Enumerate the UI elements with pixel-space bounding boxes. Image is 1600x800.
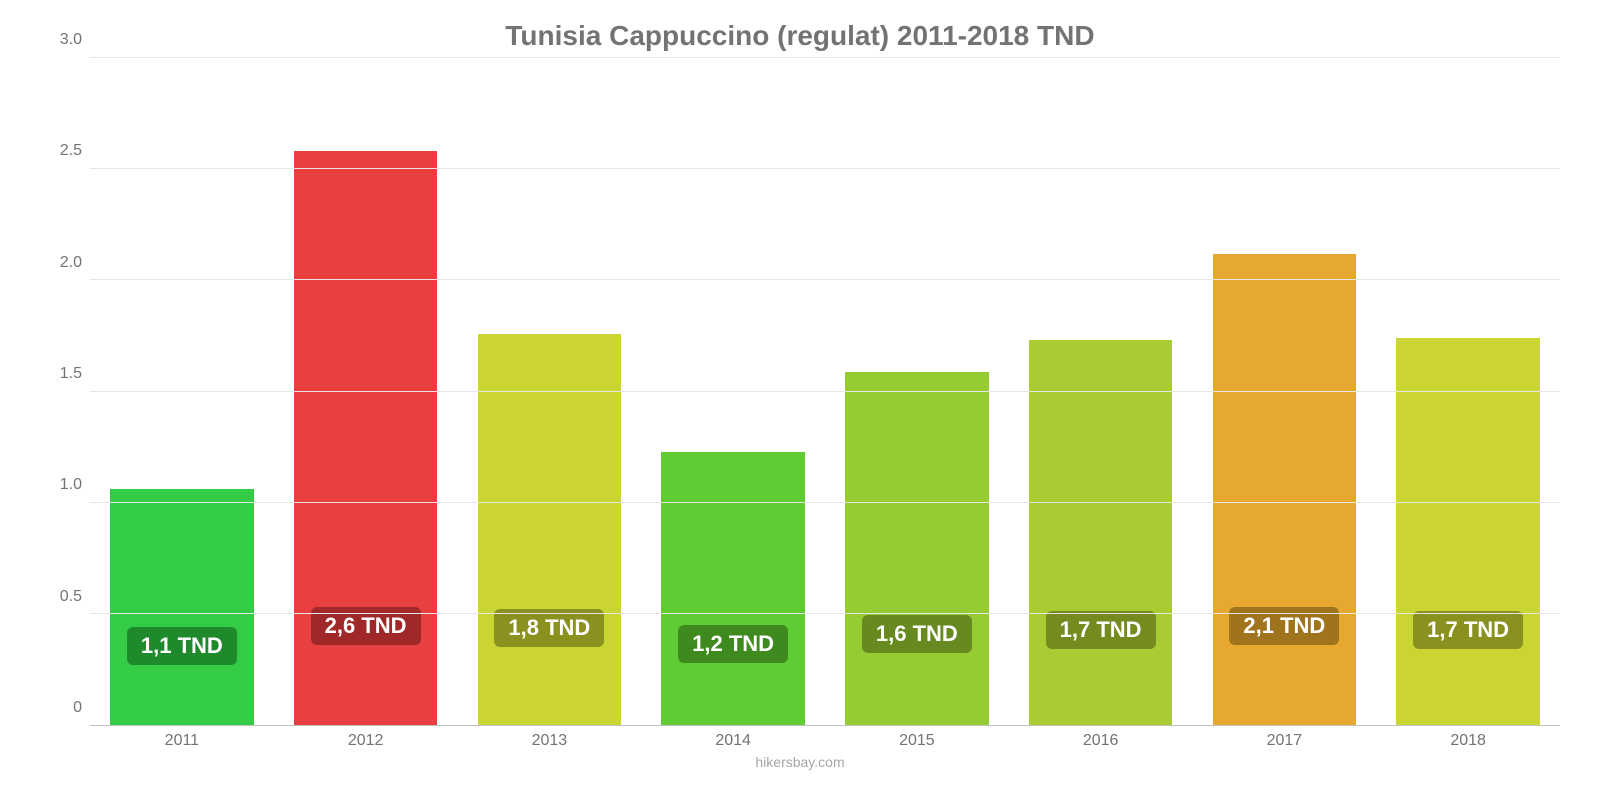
x-tick-label: 2012 [274,732,458,750]
y-axis: 00.51.01.52.02.53.0 [40,58,90,726]
bar-slot: 1,7 TND [1376,58,1560,725]
x-axis: 20112012201320142015201620172018 [90,732,1560,750]
bar-slot: 2,6 TND [274,58,458,725]
bar-slot: 1,6 TND [825,58,1009,725]
bar-value-label: 1,8 TND [494,609,604,647]
bar-slot: 1,2 TND [641,58,825,725]
bar-value-label: 1,7 TND [1413,611,1523,649]
bar-slot: 1,1 TND [90,58,274,725]
y-tick-label: 2.0 [60,254,82,272]
attribution: hikersbay.com [40,754,1560,770]
bar: 2,1 TND [1213,254,1356,725]
bar-value-label: 1,7 TND [1046,611,1156,649]
bar: 1,7 TND [1029,340,1172,725]
chart-area: 00.51.01.52.02.53.0 1,1 TND2,6 TND1,8 TN… [40,58,1560,726]
bar: 1,7 TND [1396,338,1539,725]
grid-line [90,168,1560,169]
bars-container: 1,1 TND 2,6 TND 1,8 TND 1,2 TND 1,6 TND 1,7 T… [90,58,1560,725]
y-tick-label: 1.0 [60,476,82,494]
x-tick-label: 2014 [641,732,825,750]
y-tick-label: 2.5 [60,142,82,160]
grid-line [90,613,1560,614]
x-tick-label: 2018 [1376,732,1560,750]
grid-line [90,57,1560,58]
bar-value-label: 1,1 TND [127,627,237,665]
y-tick-label: 3.0 [60,31,82,49]
bar: 1,2 TND [661,452,804,725]
x-tick-label: 2013 [458,732,642,750]
bar-slot: 1,7 TND [1009,58,1193,725]
x-tick-label: 2017 [1193,732,1377,750]
bar: 1,1 TND [110,489,253,725]
chart-title: Tunisia Cappuccino (regulat) 2011-2018 T… [40,20,1560,52]
y-tick-label: 1.5 [60,365,82,383]
bar: 2,6 TND [294,151,437,725]
bar-slot: 2,1 TND [1193,58,1377,725]
grid-line [90,279,1560,280]
plot-area: 1,1 TND 2,6 TND 1,8 TND 1,2 TND 1,6 TND 1,7 T… [90,58,1560,726]
x-tick-label: 2011 [90,732,274,750]
x-tick-label: 2016 [1009,732,1193,750]
bar-slot: 1,8 TND [458,58,642,725]
bar-value-label: 1,6 TND [862,615,972,653]
bar: 1,8 TND [478,334,621,725]
bar: 1,6 TND [845,372,988,726]
y-tick-label: 0.5 [60,588,82,606]
x-tick-label: 2015 [825,732,1009,750]
grid-line [90,502,1560,503]
grid-line [90,391,1560,392]
y-tick-label: 0 [73,699,82,717]
bar-value-label: 1,2 TND [678,625,788,663]
